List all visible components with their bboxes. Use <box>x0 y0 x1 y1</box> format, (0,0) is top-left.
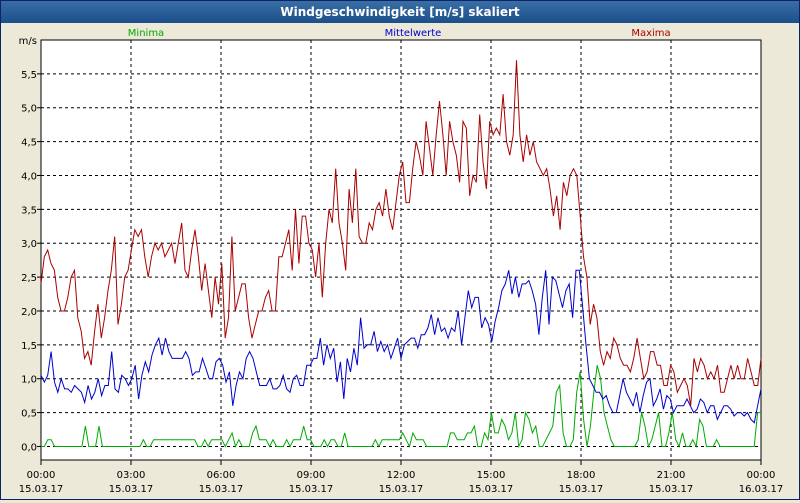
y-tick-label: 0,0 <box>21 442 37 453</box>
y-tick-label: 4,0 <box>21 171 37 182</box>
x-tick-time-label: 12:00 <box>387 470 416 481</box>
x-tick-date-label: 15.03.17 <box>289 484 334 495</box>
x-tick-date-label: 15.03.17 <box>379 484 424 495</box>
x-tick-time-label: 00:00 <box>27 470 56 481</box>
x-tick-date-label: 15.03.17 <box>19 484 64 495</box>
y-tick-label: 0,5 <box>21 409 37 420</box>
y-tick-label: 3,5 <box>21 205 37 216</box>
series-line-maxima <box>40 60 762 406</box>
x-tick-date-label: 15.03.17 <box>469 484 514 495</box>
window-title: Windgeschwindigkeit [m/s] skaliert <box>1 1 799 23</box>
x-tick-time-label: 09:00 <box>297 470 326 481</box>
y-tick-label: 4,5 <box>21 138 37 149</box>
x-tick-date-label: 15.03.17 <box>109 484 154 495</box>
x-tick-time-label: 15:00 <box>477 470 506 481</box>
x-tick-date-label: 16.03.17 <box>739 484 784 495</box>
x-tick-date-label: 15.03.17 <box>559 484 604 495</box>
y-tick-label: 5,5 <box>21 70 37 81</box>
legend-minima: Minima <box>128 28 164 39</box>
chart-area: 0,0 0,5 1,0 1,5 2,0 2,5 3,0 3,5 4,0 4,5 5,0 5,5 m/s 0… <box>1 24 799 499</box>
wind-speed-chart: 0,0 0,5 1,0 1,5 2,0 2,5 3,0 3,5 4,0 4,5 5,0 5,5 m/s 0… <box>19 28 784 495</box>
y-tick-label: 5,0 <box>21 104 37 115</box>
series-line-minima <box>41 365 761 449</box>
y-axis-label: m/s <box>19 36 37 47</box>
legend-maxima: Maxima <box>631 28 670 39</box>
y-tick-label: 1,5 <box>21 341 37 352</box>
y-tick-label: 2,0 <box>21 307 37 318</box>
y-tick-label: 1,0 <box>21 375 37 386</box>
x-tick-date-label: 15.03.17 <box>199 484 244 495</box>
y-tick-label: 3,0 <box>21 239 37 250</box>
series-line-mittelwerte <box>40 269 762 424</box>
x-tick-time-label: 21:00 <box>657 470 686 481</box>
x-tick-time-label: 03:00 <box>117 470 146 481</box>
x-tick-time-label: 18:00 <box>567 470 596 481</box>
x-tick-date-label: 15.03.17 <box>649 484 694 495</box>
x-tick-time-label: 06:00 <box>207 470 236 481</box>
x-tick-time-label: 00:00 <box>747 470 776 481</box>
y-tick-label: 2,5 <box>21 273 37 284</box>
legend-mittelwerte: Mittelwerte <box>385 28 442 39</box>
